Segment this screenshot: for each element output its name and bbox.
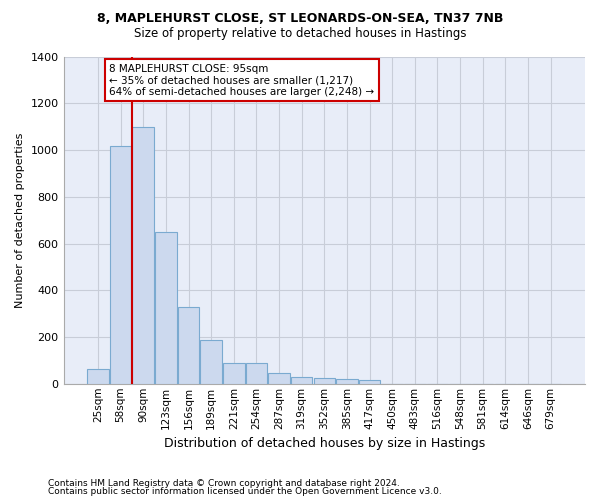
Bar bbox=[359, 380, 380, 384]
Y-axis label: Number of detached properties: Number of detached properties bbox=[15, 132, 25, 308]
Bar bbox=[268, 374, 290, 384]
Text: Contains HM Land Registry data © Crown copyright and database right 2024.: Contains HM Land Registry data © Crown c… bbox=[48, 478, 400, 488]
Bar bbox=[155, 232, 176, 384]
Bar bbox=[178, 307, 199, 384]
Bar bbox=[133, 126, 154, 384]
Bar bbox=[223, 363, 245, 384]
Text: Contains public sector information licensed under the Open Government Licence v3: Contains public sector information licen… bbox=[48, 487, 442, 496]
Bar bbox=[336, 379, 358, 384]
X-axis label: Distribution of detached houses by size in Hastings: Distribution of detached houses by size … bbox=[164, 437, 485, 450]
Bar bbox=[110, 146, 131, 384]
Bar bbox=[314, 378, 335, 384]
Text: Size of property relative to detached houses in Hastings: Size of property relative to detached ho… bbox=[134, 28, 466, 40]
Bar bbox=[200, 340, 222, 384]
Text: 8, MAPLEHURST CLOSE, ST LEONARDS-ON-SEA, TN37 7NB: 8, MAPLEHURST CLOSE, ST LEONARDS-ON-SEA,… bbox=[97, 12, 503, 26]
Bar bbox=[245, 363, 267, 384]
Bar bbox=[291, 377, 313, 384]
Text: 8 MAPLEHURST CLOSE: 95sqm
← 35% of detached houses are smaller (1,217)
64% of se: 8 MAPLEHURST CLOSE: 95sqm ← 35% of detac… bbox=[109, 64, 374, 96]
Bar bbox=[87, 369, 109, 384]
